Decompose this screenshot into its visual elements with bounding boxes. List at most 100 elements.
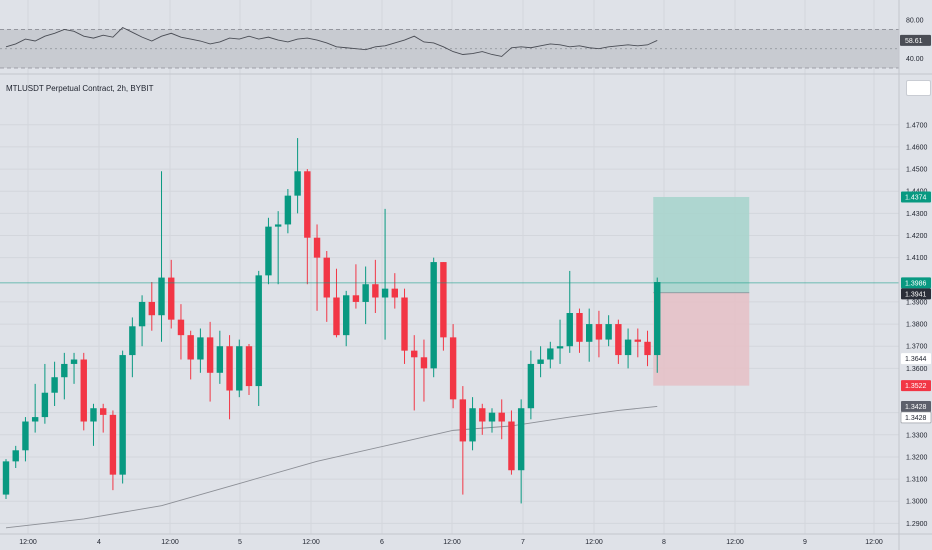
- rsi-value-badge-bg: [900, 34, 931, 46]
- candle-up: [654, 277, 661, 373]
- candle-down: [245, 344, 253, 395]
- candle-down: [168, 259, 175, 329]
- candle-up: [469, 397, 476, 451]
- price-badge-bg: [901, 353, 931, 365]
- candle-up: [527, 350, 535, 420]
- price-badge-bg: [901, 288, 931, 300]
- time-tick-label: 12:00: [19, 539, 37, 546]
- candle-up: [12, 445, 19, 469]
- candle-down: [206, 321, 214, 402]
- grid-lines: [0, 0, 899, 534]
- price-badge-label: 1.3986: [905, 280, 927, 287]
- candle-down: [508, 410, 515, 475]
- candle-up: [517, 399, 525, 504]
- candle-body: [343, 295, 350, 336]
- candle-body: [274, 224, 282, 227]
- rsi-axis[interactable]: 80.00 40.00 58.61: [900, 17, 931, 63]
- candle-body: [605, 324, 612, 340]
- candle-up: [547, 341, 554, 369]
- time-axis[interactable]: 12:00 4 12:00 5 12:00 6 12:00 7 12:00 8 12:00 9 12:0…: [19, 539, 883, 546]
- candle-body: [22, 421, 29, 451]
- candle-body: [333, 297, 340, 336]
- candle-body: [168, 277, 175, 320]
- candle-up: [31, 383, 39, 433]
- candle-up: [586, 308, 593, 362]
- candle-down: [411, 335, 418, 411]
- candle-body: [537, 359, 544, 364]
- candle-body: [226, 346, 233, 391]
- candle-body: [313, 237, 321, 258]
- candle-up: [119, 350, 126, 484]
- candle-down: [420, 339, 428, 402]
- price-tick-label: 1.3600: [906, 366, 928, 373]
- loss-zone: [653, 292, 750, 386]
- rsi-value-badge: 58.61: [900, 34, 931, 46]
- candle-body: [187, 335, 194, 360]
- price-axis[interactable]: 1.47001.46001.45001.44001.43001.42001.41…: [906, 122, 928, 528]
- price-badges: 1.4374 1.3986 1.3941 1.3644 1.3522 1.3428 1.34…: [900, 191, 932, 424]
- candle-body: [206, 337, 214, 373]
- candle-up: [566, 270, 573, 353]
- time-tick-label: 12:00: [443, 539, 461, 546]
- candle-body: [216, 346, 224, 373]
- candle-down: [498, 399, 505, 440]
- candle-body: [138, 301, 146, 327]
- candle-down: [479, 403, 486, 435]
- candle-body: [158, 277, 165, 316]
- time-tick-label: 12:00: [585, 539, 603, 546]
- candle-body: [420, 357, 428, 369]
- candle-up: [70, 352, 78, 384]
- time-tick-label: 12:00: [865, 539, 883, 546]
- candle-down: [576, 308, 583, 353]
- price-badge-bg: [901, 380, 931, 392]
- candle-up: [90, 403, 97, 446]
- candle-down: [313, 224, 321, 311]
- candle-body: [352, 295, 360, 302]
- candle-up: [488, 408, 496, 433]
- candle-body: [411, 350, 418, 358]
- rsi-band: [0, 29, 899, 68]
- rsi-tick-label: 80.00: [906, 17, 924, 24]
- candle-body: [527, 363, 535, 409]
- candle-down: [449, 324, 457, 409]
- candle-body: [488, 412, 496, 422]
- price-badge-label: 1.3428: [905, 415, 927, 422]
- candle-down: [109, 410, 117, 491]
- candle-body: [644, 341, 651, 356]
- price-tick-label: 1.3800: [906, 322, 928, 329]
- time-tick-label: 12:00: [302, 539, 320, 546]
- candle-up: [265, 217, 272, 285]
- candle-up: [51, 361, 58, 407]
- price-badge-stop: 1.3522: [901, 380, 931, 392]
- candle-up: [381, 208, 389, 340]
- candle-body: [615, 324, 622, 356]
- time-tick-label: 4: [97, 539, 101, 546]
- price-tick-label: 1.3200: [906, 454, 928, 461]
- candle-body: [2, 461, 10, 495]
- candle-body: [391, 288, 398, 298]
- candle-body: [586, 324, 593, 342]
- price-axis-settings-box[interactable]: [906, 80, 931, 96]
- rsi-pane: [0, 26, 899, 69]
- price-tick-label: 1.3300: [906, 432, 928, 439]
- candle-down: [644, 330, 651, 367]
- candle-body: [595, 324, 603, 340]
- candle-down: [226, 335, 233, 420]
- candle-body: [197, 337, 204, 360]
- candle-body: [100, 408, 107, 415]
- long-position-tool[interactable]: [653, 196, 750, 386]
- candle-up: [236, 339, 243, 398]
- price-tick-label: 1.4700: [906, 122, 928, 129]
- candles: [2, 138, 661, 504]
- candle-body: [119, 355, 126, 475]
- candle-body: [90, 408, 97, 422]
- candle-down: [391, 273, 398, 309]
- candle-up: [284, 189, 292, 234]
- candle-down: [372, 259, 379, 314]
- candle-body: [109, 414, 117, 475]
- profit-zone: [653, 196, 750, 293]
- candle-body: [294, 171, 301, 196]
- candle-up: [605, 315, 612, 347]
- candle-up: [41, 363, 49, 424]
